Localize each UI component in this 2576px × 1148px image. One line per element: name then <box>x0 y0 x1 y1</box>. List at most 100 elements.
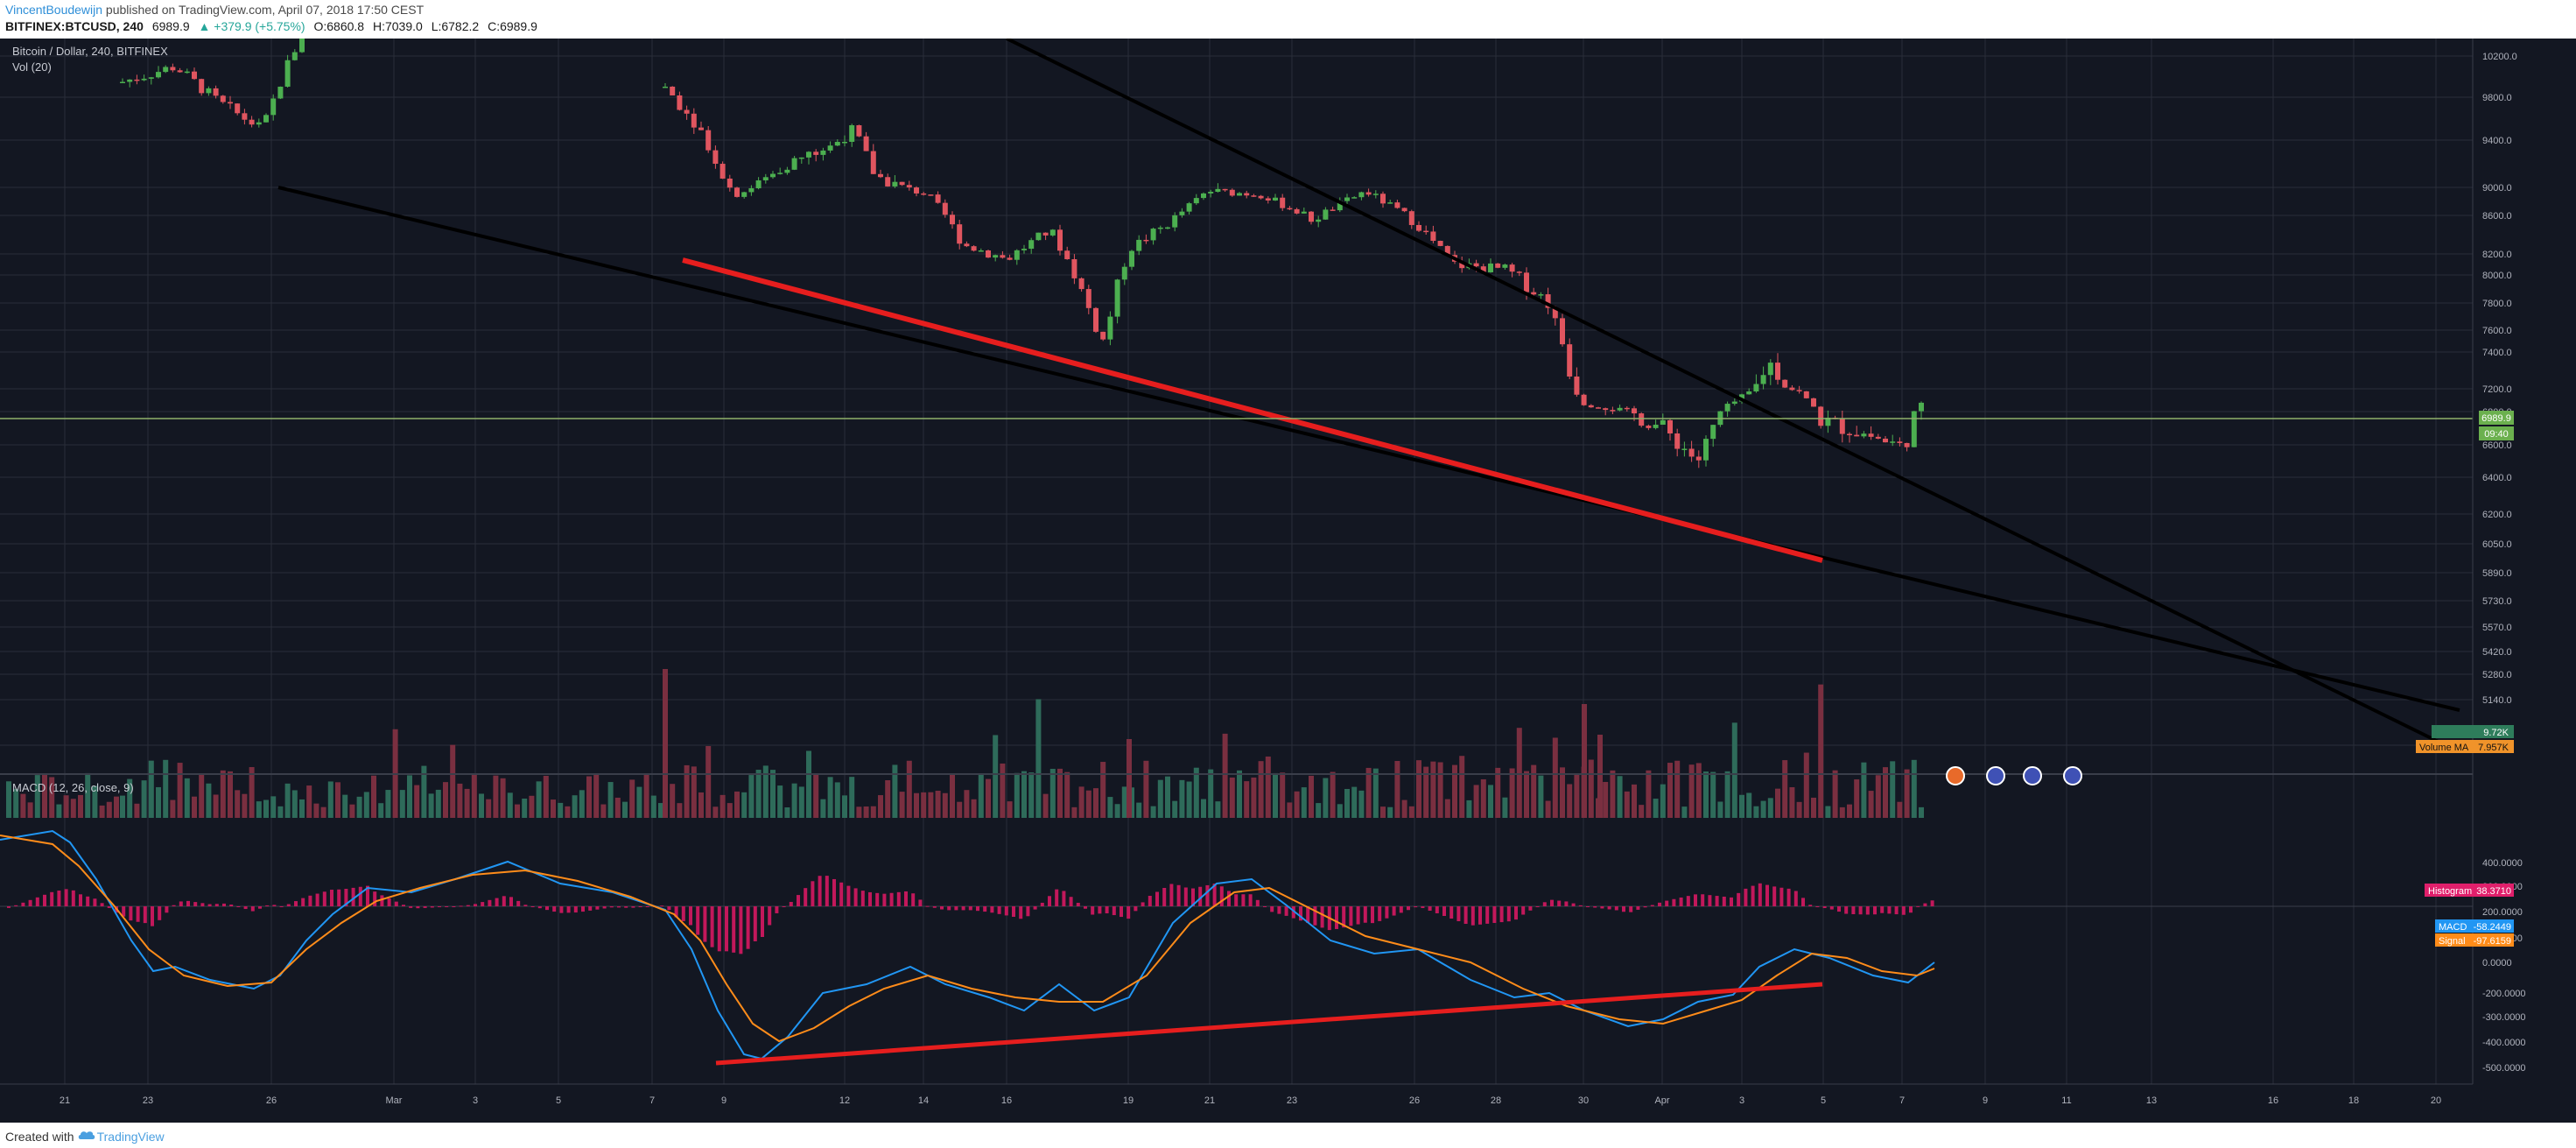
volume-bar <box>428 793 434 818</box>
histogram-bar <box>1026 906 1030 917</box>
volume-bar <box>892 764 898 818</box>
volume-bar <box>906 760 912 818</box>
histogram-bar <box>358 886 362 906</box>
histogram-bar <box>1744 888 1748 906</box>
macd-tick-label: -200.0000 <box>2482 989 2526 999</box>
macd-red-trendline[interactable] <box>715 982 1823 1066</box>
volume-bar <box>1078 786 1084 818</box>
candles <box>120 39 1924 468</box>
volume-bar <box>820 799 826 818</box>
histogram-bar <box>739 906 743 954</box>
volume-bar <box>1351 786 1358 818</box>
volume-bar <box>1897 801 1903 818</box>
tradingview-cloud-icon[interactable] <box>77 1129 96 1141</box>
histogram-bar <box>207 904 212 906</box>
price-badges: 6989.9 09:40 <box>2479 411 2514 440</box>
histogram-bar <box>1779 887 1784 906</box>
volume-bar <box>950 774 955 818</box>
event-flag-icon[interactable] <box>1946 766 1965 785</box>
histogram-bar <box>279 906 284 907</box>
histogram-bar <box>1048 896 1051 906</box>
histogram-bar <box>1629 906 1633 912</box>
volume-bar <box>1695 763 1702 818</box>
event-flag-icon[interactable] <box>2063 766 2082 785</box>
histogram-bar <box>1270 906 1274 912</box>
candle <box>870 151 876 174</box>
histogram-bar <box>638 906 642 907</box>
histogram-bar <box>1715 896 1719 906</box>
macd-badge-label: MACD <box>2439 922 2467 933</box>
candle <box>986 250 991 258</box>
histogram-bar <box>122 906 126 917</box>
event-markers[interactable] <box>1946 766 2082 785</box>
volume-bar <box>1387 806 1393 818</box>
price-tick-label: 10200.0 <box>2482 52 2517 62</box>
volume-bar <box>529 795 535 818</box>
volume-bar <box>92 785 98 818</box>
histogram-bar <box>846 885 851 906</box>
event-flag-icon[interactable] <box>2023 766 2042 785</box>
tradingview-brand[interactable]: TradingView <box>96 1130 165 1144</box>
volume-bar <box>1839 806 1845 818</box>
event-flag-icon[interactable] <box>1986 766 2005 785</box>
histogram-bar <box>552 906 557 912</box>
chart-canvas[interactable]: Bitcoin / Dollar, 240, BITFINEX Vol (20)… <box>0 39 2576 1123</box>
histogram-bar <box>1306 906 1310 923</box>
histogram-bar <box>1399 906 1403 913</box>
histogram-bar <box>1600 906 1604 909</box>
price-tick-label: 9400.0 <box>2482 136 2512 146</box>
volume-bar <box>558 802 564 818</box>
volume-bar <box>1143 760 1149 818</box>
timer-badge-text: 09:40 <box>2484 429 2509 440</box>
volume-bar <box>49 777 55 818</box>
volume-bar <box>1724 771 1730 818</box>
candle <box>1114 279 1120 317</box>
candle <box>1179 211 1185 215</box>
histogram-bar <box>1428 906 1432 911</box>
volume-bar <box>1653 799 1659 818</box>
price-tick-label: 7600.0 <box>2482 326 2512 336</box>
volume-bar <box>1021 771 1027 818</box>
candle <box>1581 394 1587 405</box>
lower-trendline[interactable] <box>277 186 2460 712</box>
candle <box>1301 211 1307 214</box>
histogram-bar <box>1356 906 1360 925</box>
candle <box>677 95 683 110</box>
candle <box>892 181 898 187</box>
histogram-bar <box>1528 906 1533 911</box>
histogram-bar <box>1155 891 1159 906</box>
histogram-bar <box>193 902 198 906</box>
histogram-bar <box>725 906 728 952</box>
volume-bar <box>1093 788 1098 818</box>
histogram-bar <box>1442 906 1446 916</box>
volume-bar <box>1237 770 1242 818</box>
candle <box>1731 401 1737 405</box>
histogram-bar <box>1786 888 1791 906</box>
candle <box>1186 203 1192 212</box>
histogram-bar <box>265 905 270 906</box>
upper-trendline[interactable] <box>1006 39 2452 750</box>
volume-bar <box>141 780 147 818</box>
histogram-bar <box>1564 901 1569 906</box>
trendlines[interactable] <box>277 39 2460 750</box>
histogram-bar <box>1485 906 1490 924</box>
histogram-bar <box>1313 906 1317 926</box>
volume-bar <box>414 785 420 818</box>
volume-bar <box>479 793 484 818</box>
histogram-bar <box>438 906 441 907</box>
time-axis[interactable]: 21 23 26 Mar 3 5 7 9 12 14 16 19 21 23 26 28 30 Apr 3 5 7 9 11… <box>60 1095 2441 1106</box>
histogram-bar <box>818 876 822 906</box>
histogram-bar <box>1636 906 1640 910</box>
candle <box>192 71 197 80</box>
volume-bar <box>677 803 683 818</box>
volume-bar <box>813 774 819 818</box>
volume-bar <box>263 799 269 818</box>
candle <box>1596 407 1601 409</box>
candle <box>791 158 797 170</box>
volume-bar <box>643 773 649 818</box>
author-link[interactable]: VincentBoudewijn <box>5 3 103 17</box>
volume-bar <box>784 806 790 818</box>
red-support-line[interactable] <box>682 257 1823 563</box>
histogram-bar <box>1263 906 1267 907</box>
histogram-bar <box>1162 887 1167 906</box>
